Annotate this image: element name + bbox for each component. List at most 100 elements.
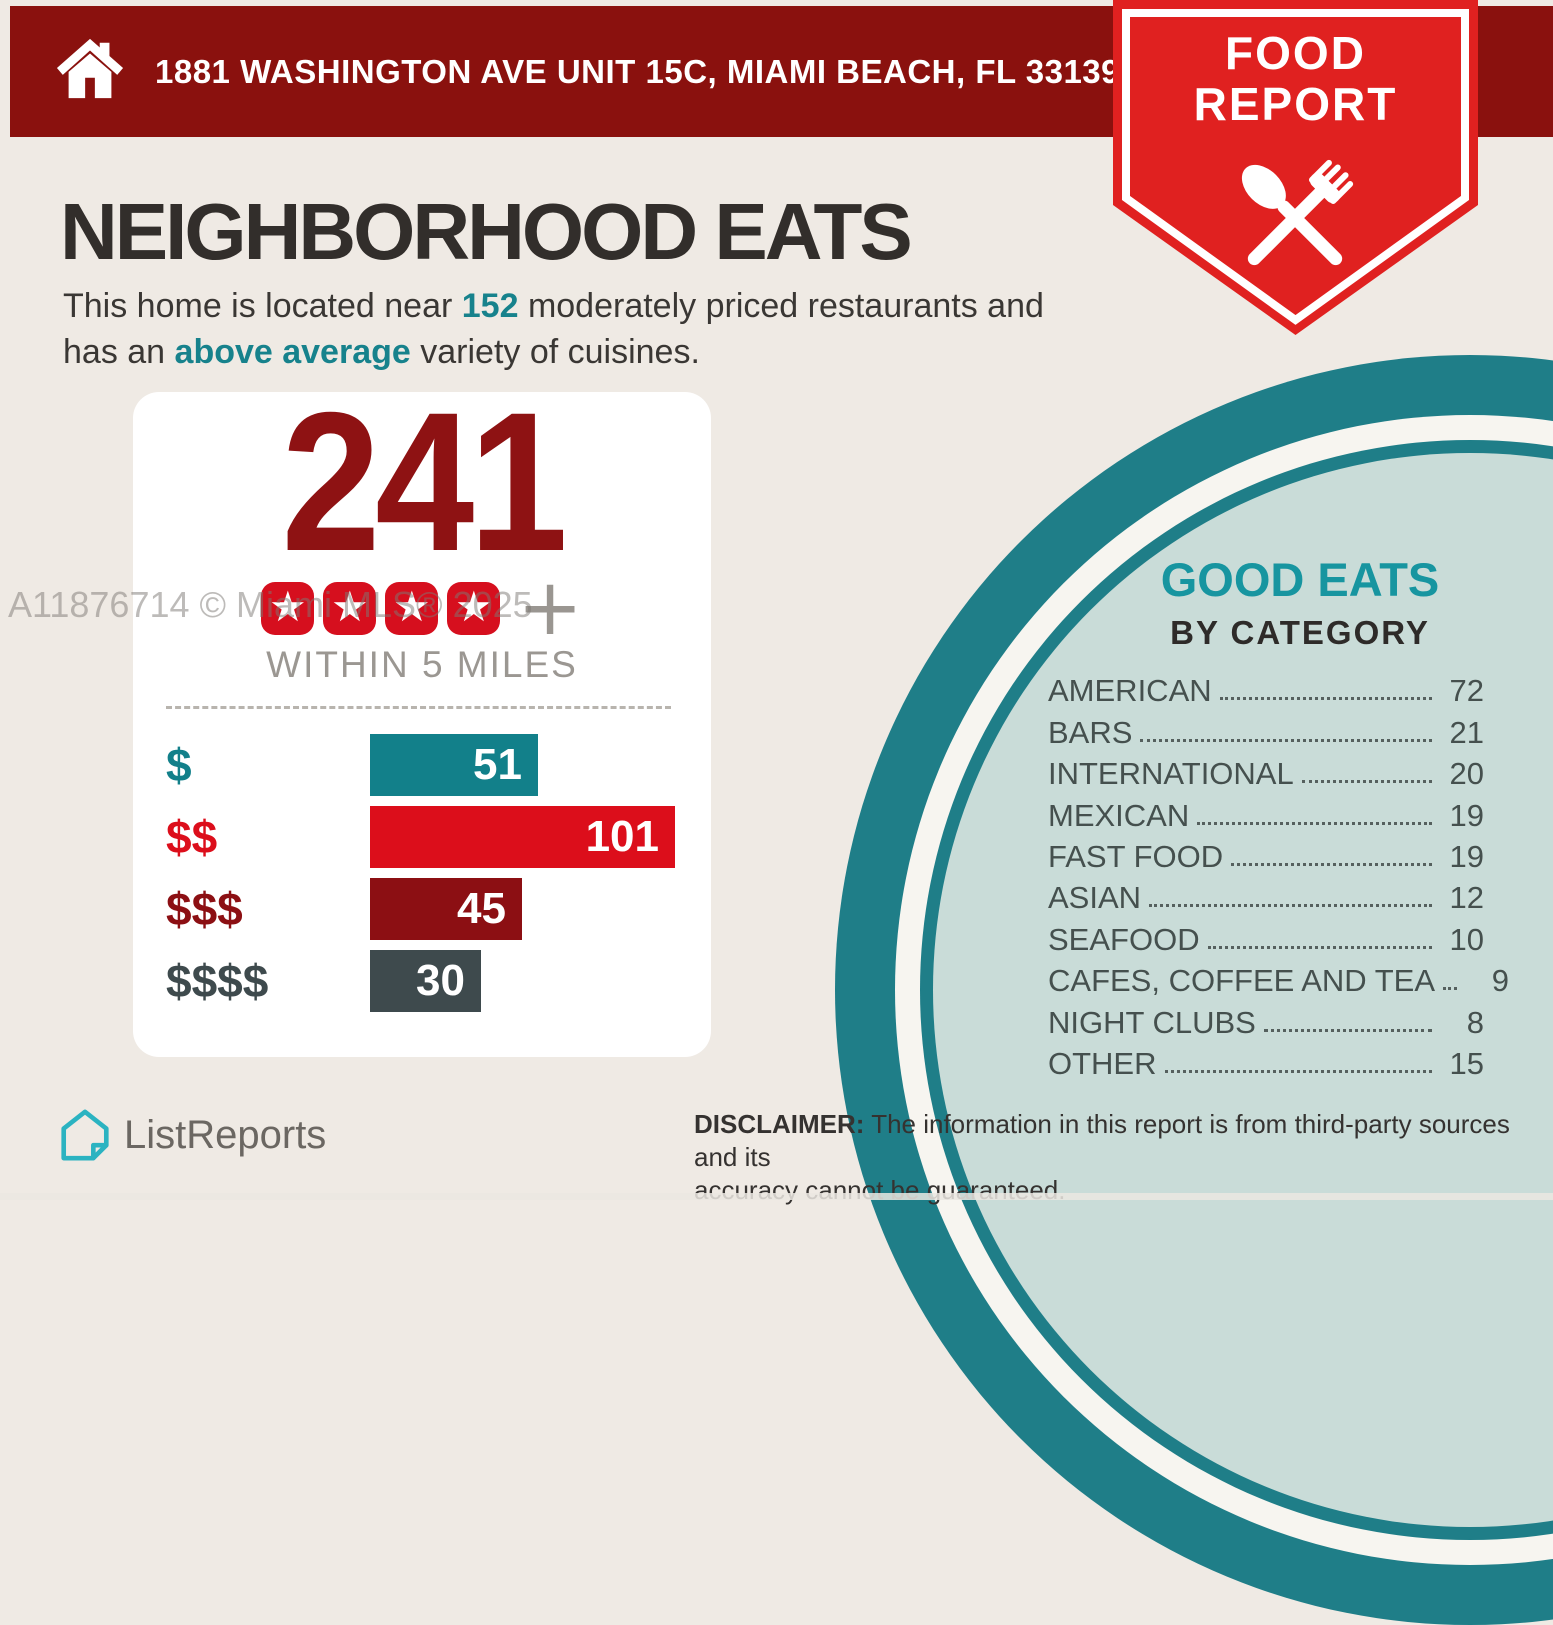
variety-highlight: above average xyxy=(174,333,411,371)
intro-paragraph: This home is located near 152 moderately… xyxy=(63,283,1143,375)
dot-leader xyxy=(1197,821,1432,825)
star-icon: ★ xyxy=(323,581,377,635)
listreports-brand-name: ListReports xyxy=(124,1112,327,1157)
category-row: NIGHT CLUBS 8 xyxy=(1048,999,1484,1040)
star-glyph: ★ xyxy=(330,582,369,631)
category-name: NIGHT CLUBS xyxy=(1048,1004,1256,1040)
category-count: 12 xyxy=(1449,880,1484,916)
goodeats-heading: GOOD EATS BY CATEGORY xyxy=(1040,552,1553,652)
goodeats-title: GOOD EATS xyxy=(1160,553,1440,606)
category-name: OTHER xyxy=(1048,1045,1157,1081)
price-bars: $51 $$ 101 $$$ 45 $$$$ 30 xyxy=(166,734,711,1022)
star-glyph: ★ xyxy=(268,582,307,631)
dot-leader xyxy=(1443,987,1458,991)
price-bar-value: 101 xyxy=(585,812,659,861)
category-row: ASIAN 12 xyxy=(1048,875,1484,916)
crossed-utensils-icon xyxy=(1241,159,1354,266)
category-count: 15 xyxy=(1449,1045,1484,1081)
category-count: 10 xyxy=(1449,921,1484,957)
price-tier-label: $$ xyxy=(166,811,218,863)
category-name: CAFES, COFFEE AND TEA xyxy=(1048,963,1436,999)
dot-leader xyxy=(1207,945,1432,949)
restaurant-summary-card: 241 ★ ★ ★ ★ + WITHIN 5 MILES $51 $$ 101 $$$ 45 $$… xyxy=(133,371,711,1057)
dot-leader xyxy=(1263,1028,1432,1032)
bottom-edge-strip xyxy=(0,1193,1553,1200)
category-name: ASIAN xyxy=(1048,880,1142,916)
category-row: SEAFOOD 10 xyxy=(1048,916,1484,957)
price-bar-row: $$$$ 30 xyxy=(166,950,711,1012)
category-name: INTERNATIONAL xyxy=(1048,756,1294,792)
dot-leader xyxy=(1301,780,1432,784)
price-bar-value: 45 xyxy=(457,884,506,933)
ribbon-title-line2: REPORT xyxy=(1193,78,1398,130)
category-count: 21 xyxy=(1449,714,1484,750)
category-row: INTERNATIONAL 20 xyxy=(1048,751,1484,792)
dashed-divider xyxy=(166,706,671,709)
intro-line2: has an above average variety of cuisines… xyxy=(63,329,1143,375)
ribbon-title: FOOD REPORT xyxy=(1113,28,1478,130)
price-bar: 101 xyxy=(370,806,675,868)
category-row: AMERICAN 72 xyxy=(1048,668,1484,709)
category-count: 19 xyxy=(1449,797,1484,833)
goodeats-subtitle: BY CATEGORY xyxy=(1170,614,1430,651)
price-bar-row: $51 xyxy=(166,734,711,796)
star-glyph: ★ xyxy=(392,582,431,631)
star-icon: ★ xyxy=(447,581,501,635)
category-row: CAFES, COFFEE AND TEA 9 xyxy=(1048,958,1509,999)
intro-line1: This home is located near 152 moderately… xyxy=(63,283,1143,329)
star-glyph: ★ xyxy=(454,582,493,631)
star-icon: ★ xyxy=(385,581,439,635)
category-name: BARS xyxy=(1048,714,1133,750)
disclaimer: DISCLAIMER: The information in this repo… xyxy=(694,1108,1553,1207)
disclaimer-text: The information in this report is from t… xyxy=(694,1109,1510,1172)
category-list: AMERICAN 72 BARS 21 INTERNATIONAL 20 MEXICAN 19… xyxy=(1048,668,1509,1082)
category-count: 72 xyxy=(1449,673,1484,709)
mls-watermark: A11876714 © Miami MLS® 2025 xyxy=(8,584,533,625)
listreports-logo-icon xyxy=(61,1109,109,1161)
intro-text: This home is located near xyxy=(63,287,462,325)
category-name: MEXICAN xyxy=(1048,797,1190,833)
category-count: 9 xyxy=(1491,963,1510,999)
category-row: OTHER 15 xyxy=(1048,1041,1484,1082)
category-name: FAST FOOD xyxy=(1048,838,1224,874)
star-icon: ★ xyxy=(261,581,315,635)
category-name: SEAFOOD xyxy=(1048,921,1200,957)
category-count: 8 xyxy=(1466,1004,1484,1040)
dot-leader xyxy=(1140,738,1432,742)
category-count: 20 xyxy=(1449,756,1484,792)
category-row: BARS 21 xyxy=(1048,709,1484,750)
price-bar: 45 xyxy=(370,878,522,940)
intro-text: moderately priced restaurants and xyxy=(518,287,1044,325)
page-title: NEIGHBORHOOD EATS xyxy=(60,187,913,276)
home-icon xyxy=(55,37,125,106)
plus-sign: + xyxy=(517,562,583,653)
intro-text: variety of cuisines. xyxy=(410,333,700,371)
disclaimer-label: DISCLAIMER: xyxy=(694,1109,865,1139)
stars-row: ★ ★ ★ ★ + xyxy=(133,562,711,653)
listreports-brand: ListReports xyxy=(60,1108,326,1162)
category-count: 19 xyxy=(1449,838,1484,874)
price-tier-label: $$$ xyxy=(166,883,243,935)
food-report-ribbon: FOOD REPORT xyxy=(1113,0,1478,340)
price-bar-row: $$$ 45 xyxy=(166,878,711,940)
category-row: FAST FOOD 19 xyxy=(1048,834,1484,875)
price-tier-label: $$$$ xyxy=(166,955,269,1007)
price-tier-label: $ xyxy=(166,739,192,791)
restaurant-count: 152 xyxy=(461,287,519,325)
price-bar: 30 xyxy=(370,950,481,1012)
disclaimer-line1: DISCLAIMER: The information in this repo… xyxy=(694,1108,1553,1174)
category-name: AMERICAN xyxy=(1048,673,1212,709)
disclaimer-line2: accuracy cannot be guaranteed. xyxy=(694,1175,1066,1205)
dot-leader xyxy=(1149,904,1432,908)
price-bar-value: 51 xyxy=(473,740,522,789)
within-miles-label: WITHIN 5 MILES xyxy=(266,644,578,685)
intro-text: has an xyxy=(63,333,175,371)
ribbon-shape xyxy=(1113,0,1478,335)
property-address: 1881 WASHINGTON AVE UNIT 15C, MIAMI BEAC… xyxy=(155,52,1121,90)
price-bar-row: $$ 101 xyxy=(166,806,711,868)
dot-leader xyxy=(1164,1069,1432,1073)
category-row: MEXICAN 19 xyxy=(1048,792,1484,833)
dot-leader xyxy=(1231,862,1432,866)
price-bar-value: 30 xyxy=(416,956,465,1005)
total-restaurants: 241 xyxy=(281,371,568,592)
